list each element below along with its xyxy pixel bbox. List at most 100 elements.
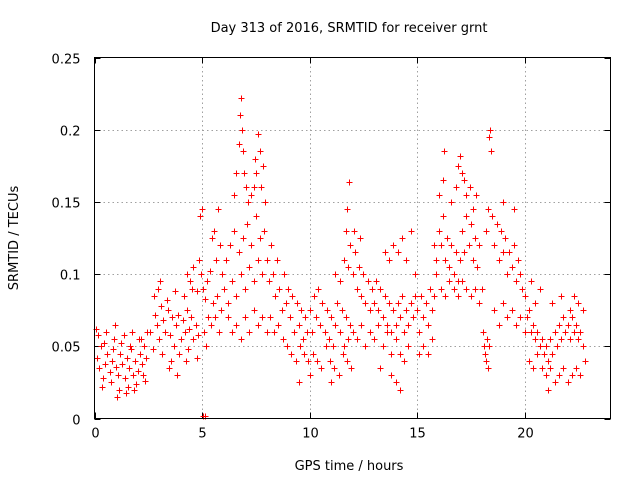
data-point (154, 322, 161, 329)
data-point (190, 264, 197, 271)
data-point (530, 322, 537, 329)
data-point (350, 271, 357, 278)
data-point (534, 329, 541, 336)
data-point (201, 329, 208, 336)
data-point (319, 300, 326, 307)
data-point (266, 278, 273, 285)
data-point (403, 307, 410, 314)
data-point (159, 351, 166, 358)
data-point (354, 286, 361, 293)
data-point (487, 127, 494, 134)
data-point (307, 307, 314, 314)
data-point (371, 336, 378, 343)
data-point (117, 351, 124, 358)
data-point (352, 249, 359, 256)
data-point (243, 184, 250, 191)
data-point (267, 314, 274, 321)
data-point (543, 343, 550, 350)
data-point (326, 336, 333, 343)
y-tick-label: 0.1 (60, 269, 81, 284)
data-point (245, 199, 252, 206)
data-point (569, 314, 576, 321)
data-point (399, 293, 406, 300)
data-point (365, 278, 372, 285)
data-point (549, 300, 556, 307)
data-point (129, 329, 136, 336)
data-point (252, 156, 259, 163)
data-point (268, 242, 275, 249)
data-point (457, 257, 464, 264)
data-point (95, 332, 102, 339)
data-point (390, 307, 397, 314)
data-point (238, 336, 245, 343)
data-point (171, 343, 178, 350)
data-point (580, 343, 587, 350)
data-point (298, 307, 305, 314)
data-point (375, 322, 382, 329)
data-point (569, 372, 576, 379)
data-point (190, 336, 197, 343)
data-point (219, 271, 226, 278)
data-point (233, 293, 240, 300)
data-point (386, 300, 393, 307)
data-point (132, 358, 139, 365)
data-points (93, 95, 589, 420)
data-point (473, 192, 480, 199)
data-point (575, 336, 582, 343)
data-point (251, 307, 258, 314)
data-point (241, 170, 248, 177)
data-point (476, 300, 483, 307)
data-point (347, 242, 354, 249)
data-point (405, 322, 412, 329)
data-point (412, 271, 419, 278)
data-point (401, 358, 408, 365)
data-point (223, 257, 230, 264)
data-point (552, 329, 559, 336)
data-point (442, 257, 449, 264)
data-point (182, 329, 189, 336)
data-point (188, 314, 195, 321)
data-point (496, 322, 503, 329)
data-point (318, 365, 325, 372)
data-point (136, 336, 143, 343)
data-point (94, 355, 101, 362)
data-point (541, 351, 548, 358)
data-point (324, 307, 331, 314)
data-point (408, 228, 415, 235)
data-point (302, 314, 309, 321)
data-point (489, 213, 496, 220)
x-tick-label: 10 (302, 427, 319, 442)
data-point (126, 365, 133, 372)
data-point (436, 228, 443, 235)
data-point (350, 329, 357, 336)
data-point (157, 278, 164, 285)
data-point (187, 278, 194, 285)
data-point (195, 332, 202, 339)
data-point (150, 346, 157, 353)
data-point (344, 358, 351, 365)
data-point (427, 286, 434, 293)
data-point (418, 293, 425, 300)
data-point (373, 278, 380, 285)
data-point (294, 300, 301, 307)
data-point (388, 351, 395, 358)
data-point (414, 307, 421, 314)
data-point (485, 206, 492, 213)
data-point (500, 249, 507, 256)
data-point (562, 329, 569, 336)
data-point (332, 322, 339, 329)
data-point (371, 300, 378, 307)
data-point (433, 257, 440, 264)
data-point (382, 249, 389, 256)
data-point (395, 249, 402, 256)
data-point (175, 312, 182, 319)
data-point (537, 343, 544, 350)
data-point (293, 358, 300, 365)
y-tick-label: 0.05 (52, 341, 81, 356)
data-point (532, 336, 539, 343)
data-point (181, 293, 188, 300)
data-point (360, 271, 367, 278)
data-point (565, 322, 572, 329)
data-point (397, 387, 404, 394)
data-point (420, 314, 427, 321)
